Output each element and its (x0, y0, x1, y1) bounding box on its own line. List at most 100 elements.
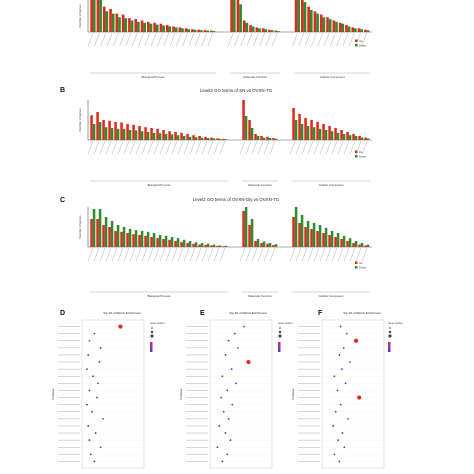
x-tick-label (331, 247, 338, 262)
bar-up (197, 29, 201, 32)
bar-up (352, 243, 355, 247)
x-tick-label (361, 247, 368, 262)
x-tick-label (349, 247, 356, 262)
bar-up (242, 20, 246, 32)
bar-down (128, 130, 132, 140)
legend-label-down: Down (359, 155, 367, 159)
legend-size-dot (150, 330, 154, 334)
bar-up (108, 227, 111, 247)
x-tick-label (245, 247, 252, 262)
plot-frame (209, 319, 273, 469)
x-tick-label (257, 140, 264, 155)
bar-down (360, 29, 364, 32)
x-tick-label (245, 140, 252, 155)
bar-up (260, 136, 263, 140)
legend-size-dot (278, 334, 282, 338)
data-point (220, 396, 223, 399)
data-point (226, 389, 229, 392)
bar-down (306, 221, 310, 247)
bar-down (110, 128, 114, 140)
data-point (221, 375, 224, 378)
bar-up (210, 30, 213, 32)
x-tick-label (147, 247, 154, 262)
x-tick-label (138, 32, 144, 47)
x-tick-label (105, 140, 112, 155)
bar-up (266, 136, 269, 140)
bar-up (126, 124, 129, 140)
bar-up (204, 136, 207, 140)
legend-size-dot (389, 327, 391, 329)
x-tick-label (313, 247, 320, 262)
bar-down (164, 235, 168, 247)
bar-down (140, 231, 144, 247)
chart-title: Level2 GO terms of OVXN-Gly vs OVXN-TG (193, 197, 280, 202)
bar-up (316, 122, 319, 140)
bar-up (346, 241, 349, 247)
x-tick-label (272, 32, 278, 47)
bar-down (347, 26, 351, 32)
data-point (333, 375, 336, 378)
bar-up (192, 135, 195, 140)
data-point (342, 346, 345, 349)
bar-up (266, 243, 269, 247)
x-tick-label (269, 247, 276, 262)
data-point (246, 359, 251, 365)
data-point (227, 339, 230, 342)
bar-up (222, 138, 225, 140)
bar-down (316, 13, 319, 33)
bar-up (156, 128, 159, 140)
bar-up (310, 229, 313, 247)
x-tick-label (307, 247, 314, 262)
x-tick-label (201, 247, 208, 262)
bar-down (366, 138, 370, 140)
bar-up (90, 0, 93, 32)
bar-down (312, 127, 316, 140)
bar-up (255, 27, 259, 32)
bar-up (346, 132, 349, 140)
x-tick-label (301, 247, 308, 262)
bar-up (159, 23, 163, 32)
bar-down (270, 30, 274, 32)
legend-label-up: Up (359, 261, 363, 265)
data-point (354, 338, 359, 343)
bar-up (298, 114, 301, 140)
chart-title: Top 20 of KEGG Enrichment (343, 311, 381, 315)
x-tick-label (263, 247, 270, 262)
x-tick-label (177, 140, 184, 155)
x-tick-label (289, 140, 296, 155)
bar-down (140, 131, 144, 140)
x-tick-label (234, 32, 240, 47)
x-tick-label (176, 32, 182, 47)
chart-title: Top 20 of KEGG Enrichment (103, 311, 141, 315)
bar-down (264, 29, 268, 32)
x-tick-label (129, 247, 136, 262)
x-tick-label (201, 140, 208, 155)
data-point (88, 339, 91, 342)
bar-down (168, 26, 172, 32)
bar-down (336, 132, 340, 140)
bar-up (268, 29, 271, 32)
data-point (230, 368, 233, 371)
group-label: Biological Process (148, 183, 171, 187)
x-tick-label (319, 247, 326, 262)
bar-up (322, 233, 325, 247)
bar-chart-a: Number of genes Biological Process Molecul… (78, 0, 372, 79)
data-point (93, 332, 96, 335)
bar-up (186, 134, 189, 140)
x-tick-label (100, 32, 106, 47)
bar-down (104, 217, 108, 247)
bar-down (360, 137, 364, 140)
bar-up (322, 124, 325, 140)
data-point (88, 439, 91, 442)
bar-up (120, 231, 123, 247)
bar-down (206, 138, 210, 140)
data-point (226, 453, 229, 456)
bar-down (324, 130, 328, 140)
bar-down (300, 124, 304, 140)
x-tick-label (325, 140, 332, 155)
bar-down (200, 243, 204, 247)
bar-down (116, 128, 120, 140)
legend-size-dot (388, 334, 392, 338)
bar-up (115, 13, 119, 33)
group-label: Molecular Function (248, 294, 272, 298)
